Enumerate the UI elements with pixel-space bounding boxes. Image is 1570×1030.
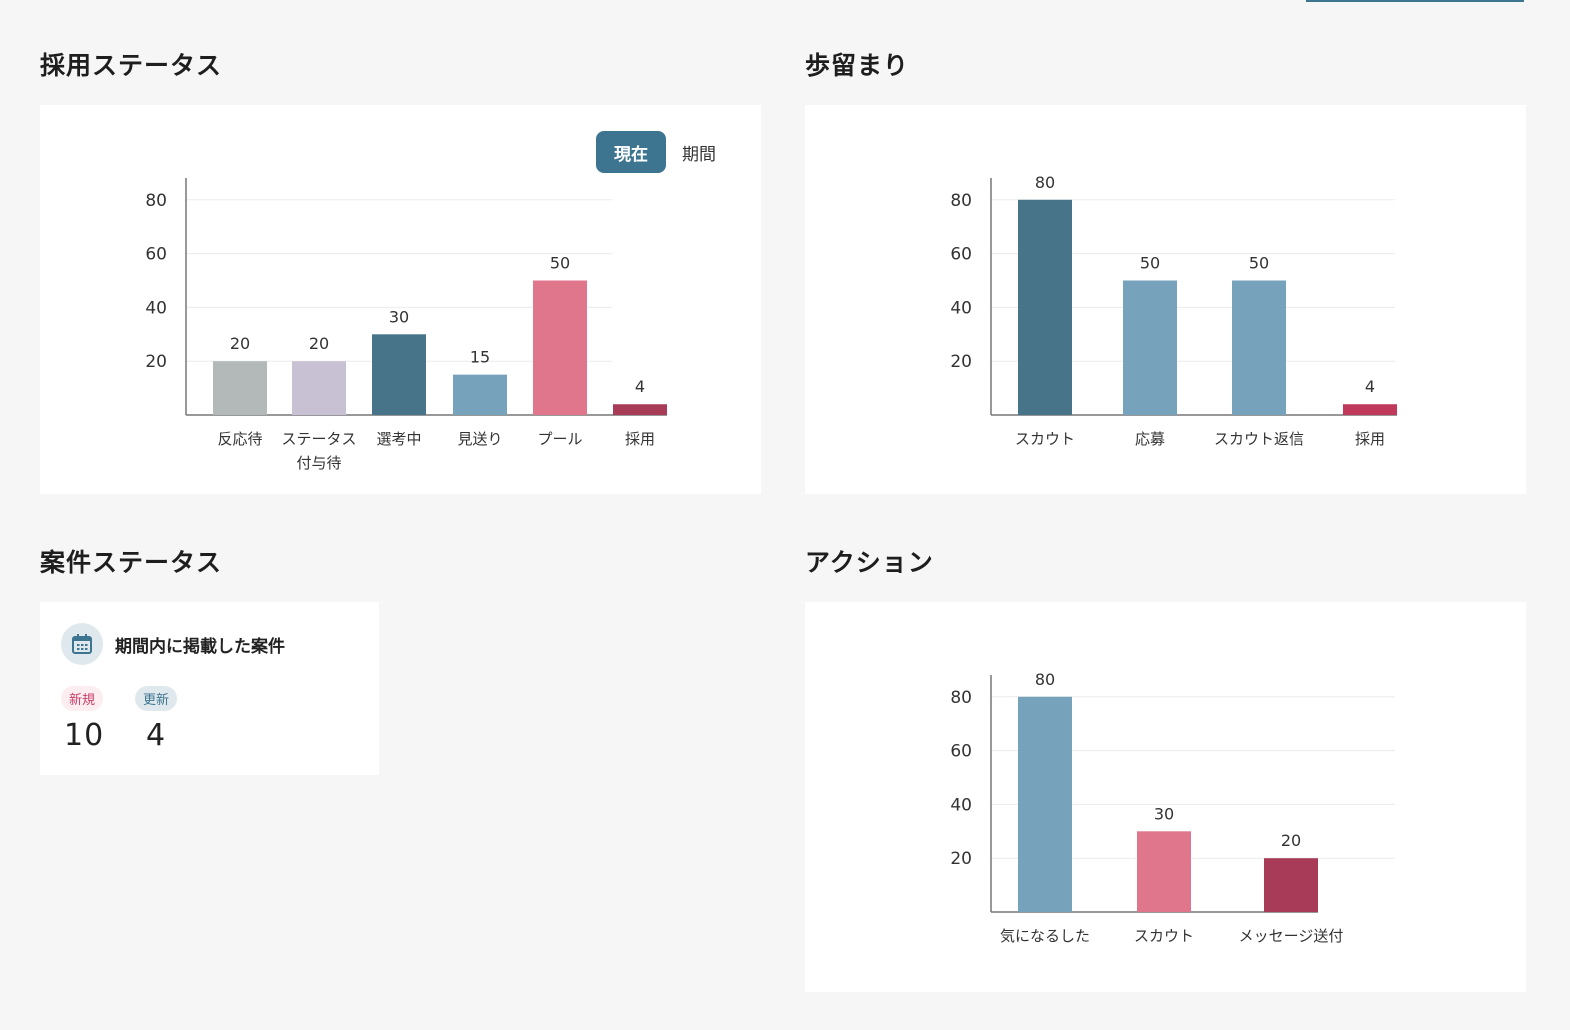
data-label: 30	[389, 307, 409, 326]
x-tick-label: プール	[537, 430, 582, 448]
data-label: 80	[1035, 670, 1055, 689]
bar-1	[1123, 280, 1177, 415]
toggle-current-button[interactable]: 現在	[596, 131, 666, 173]
x-tick-label: 気になるした	[1000, 927, 1090, 945]
data-label: 20	[309, 334, 329, 353]
toggle-period-button[interactable]: 期間	[682, 140, 716, 165]
bar-4	[533, 280, 587, 415]
calendar-icon	[61, 623, 103, 665]
bar-2	[1264, 858, 1318, 912]
y-tick-label: 60	[950, 742, 972, 762]
bar-0	[213, 361, 267, 415]
y-tick-label: 20	[950, 849, 972, 869]
bar-0	[1018, 696, 1072, 912]
y-tick-label: 40	[950, 298, 972, 318]
bar-0	[1018, 199, 1072, 415]
new-count: 10	[64, 718, 105, 753]
data-label: 4	[1365, 377, 1375, 396]
x-tick-label: 応募	[1135, 430, 1165, 448]
bar-3	[1343, 404, 1397, 415]
x-tick-label: 選考中	[376, 430, 421, 448]
x-tick-label: 採用	[1355, 430, 1385, 448]
y-tick-label: 20	[145, 352, 167, 372]
x-tick-label: 見送り	[457, 430, 502, 448]
x-tick-label: 採用	[625, 430, 655, 448]
bar-5	[613, 404, 667, 415]
y-tick-label: 40	[950, 795, 972, 815]
section-title-hiring-status: 採用ステータス	[40, 51, 223, 80]
period-toggle: 現在 期間	[596, 131, 716, 173]
bar-1	[292, 361, 346, 415]
section-title-action: アクション	[805, 548, 934, 577]
section-title-yield: 歩留まり	[805, 51, 910, 80]
bar-1	[1137, 831, 1191, 912]
y-tick-label: 80	[950, 191, 972, 211]
x-tick-label: スカウト	[1015, 430, 1075, 448]
top-tab-indicator	[1306, 0, 1524, 2]
job-status-card: 期間内に掲載した案件 新規 更新 10 4	[40, 602, 379, 775]
updated-count: 4	[146, 718, 167, 753]
y-tick-label: 40	[145, 298, 167, 318]
x-tick-label: 反応待	[217, 430, 262, 448]
y-tick-label: 60	[950, 245, 972, 265]
card-title: 期間内に掲載した案件	[115, 636, 285, 657]
data-label: 4	[635, 377, 645, 396]
data-label: 50	[550, 254, 570, 273]
action-panel: 20 40 60 80 80 気になるした 30 スカウト 20 メッセージ送付	[805, 602, 1526, 992]
new-badge: 新規	[61, 686, 104, 711]
yield-chart: 20 40 60 80 80 スカウト 50 応募 50 スカウト返信 4 採用	[950, 173, 1397, 448]
y-tick-label: 80	[145, 191, 167, 211]
data-label: 50	[1249, 254, 1269, 273]
x-tick-label: 付与待	[296, 454, 341, 472]
x-tick-label: メッセージ送付	[1239, 927, 1344, 945]
bar-2	[1232, 280, 1286, 415]
hiring-status-panel: 現在 期間 20 40 60 80 20 反応待 20 ステータス付与待 30 選考中 15 見送り 5…	[40, 105, 761, 494]
data-label: 15	[470, 348, 490, 367]
action-chart: 20 40 60 80 80 気になるした 30 スカウト 20 メッセージ送付	[950, 670, 1395, 945]
data-label: 50	[1140, 254, 1160, 273]
data-label: 30	[1154, 804, 1174, 823]
updated-badge: 更新	[135, 686, 178, 711]
x-tick-label: スカウト	[1134, 927, 1194, 945]
y-tick-label: 60	[145, 245, 167, 265]
x-tick-label: スカウト返信	[1214, 430, 1304, 448]
y-tick-label: 80	[950, 688, 972, 708]
bar-2	[372, 334, 426, 415]
bar-3	[453, 374, 507, 415]
x-tick-label: ステータス	[281, 430, 356, 448]
data-label: 80	[1035, 173, 1055, 192]
y-tick-label: 20	[950, 352, 972, 372]
section-title-job-status: 案件ステータス	[40, 548, 223, 577]
data-label: 20	[1281, 831, 1301, 850]
yield-panel: 20 40 60 80 80 スカウト 50 応募 50 スカウト返信 4 採用	[805, 105, 1526, 494]
data-label: 20	[230, 334, 250, 353]
